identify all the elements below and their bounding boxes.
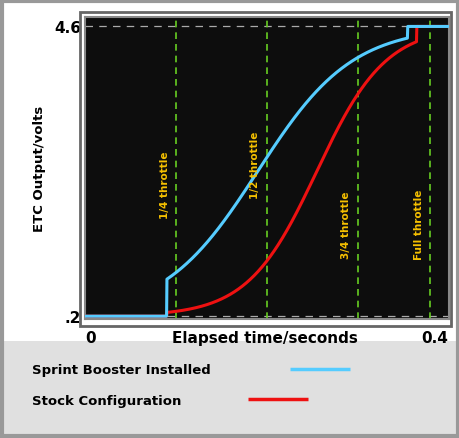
Text: 0.4: 0.4 <box>421 331 448 346</box>
Text: 1/2 throttle: 1/2 throttle <box>250 132 260 199</box>
Text: Full throttle: Full throttle <box>413 189 423 260</box>
Text: Sprint Booster Installed: Sprint Booster Installed <box>32 364 211 377</box>
Text: Elapsed time/seconds: Elapsed time/seconds <box>171 331 357 346</box>
Text: 0: 0 <box>85 331 95 346</box>
Y-axis label: ETC Output/volts: ETC Output/volts <box>33 106 45 232</box>
Text: Stock Configuration: Stock Configuration <box>32 394 181 407</box>
Text: 1/4 throttle: 1/4 throttle <box>159 152 169 219</box>
Text: 3/4 throttle: 3/4 throttle <box>341 191 351 258</box>
